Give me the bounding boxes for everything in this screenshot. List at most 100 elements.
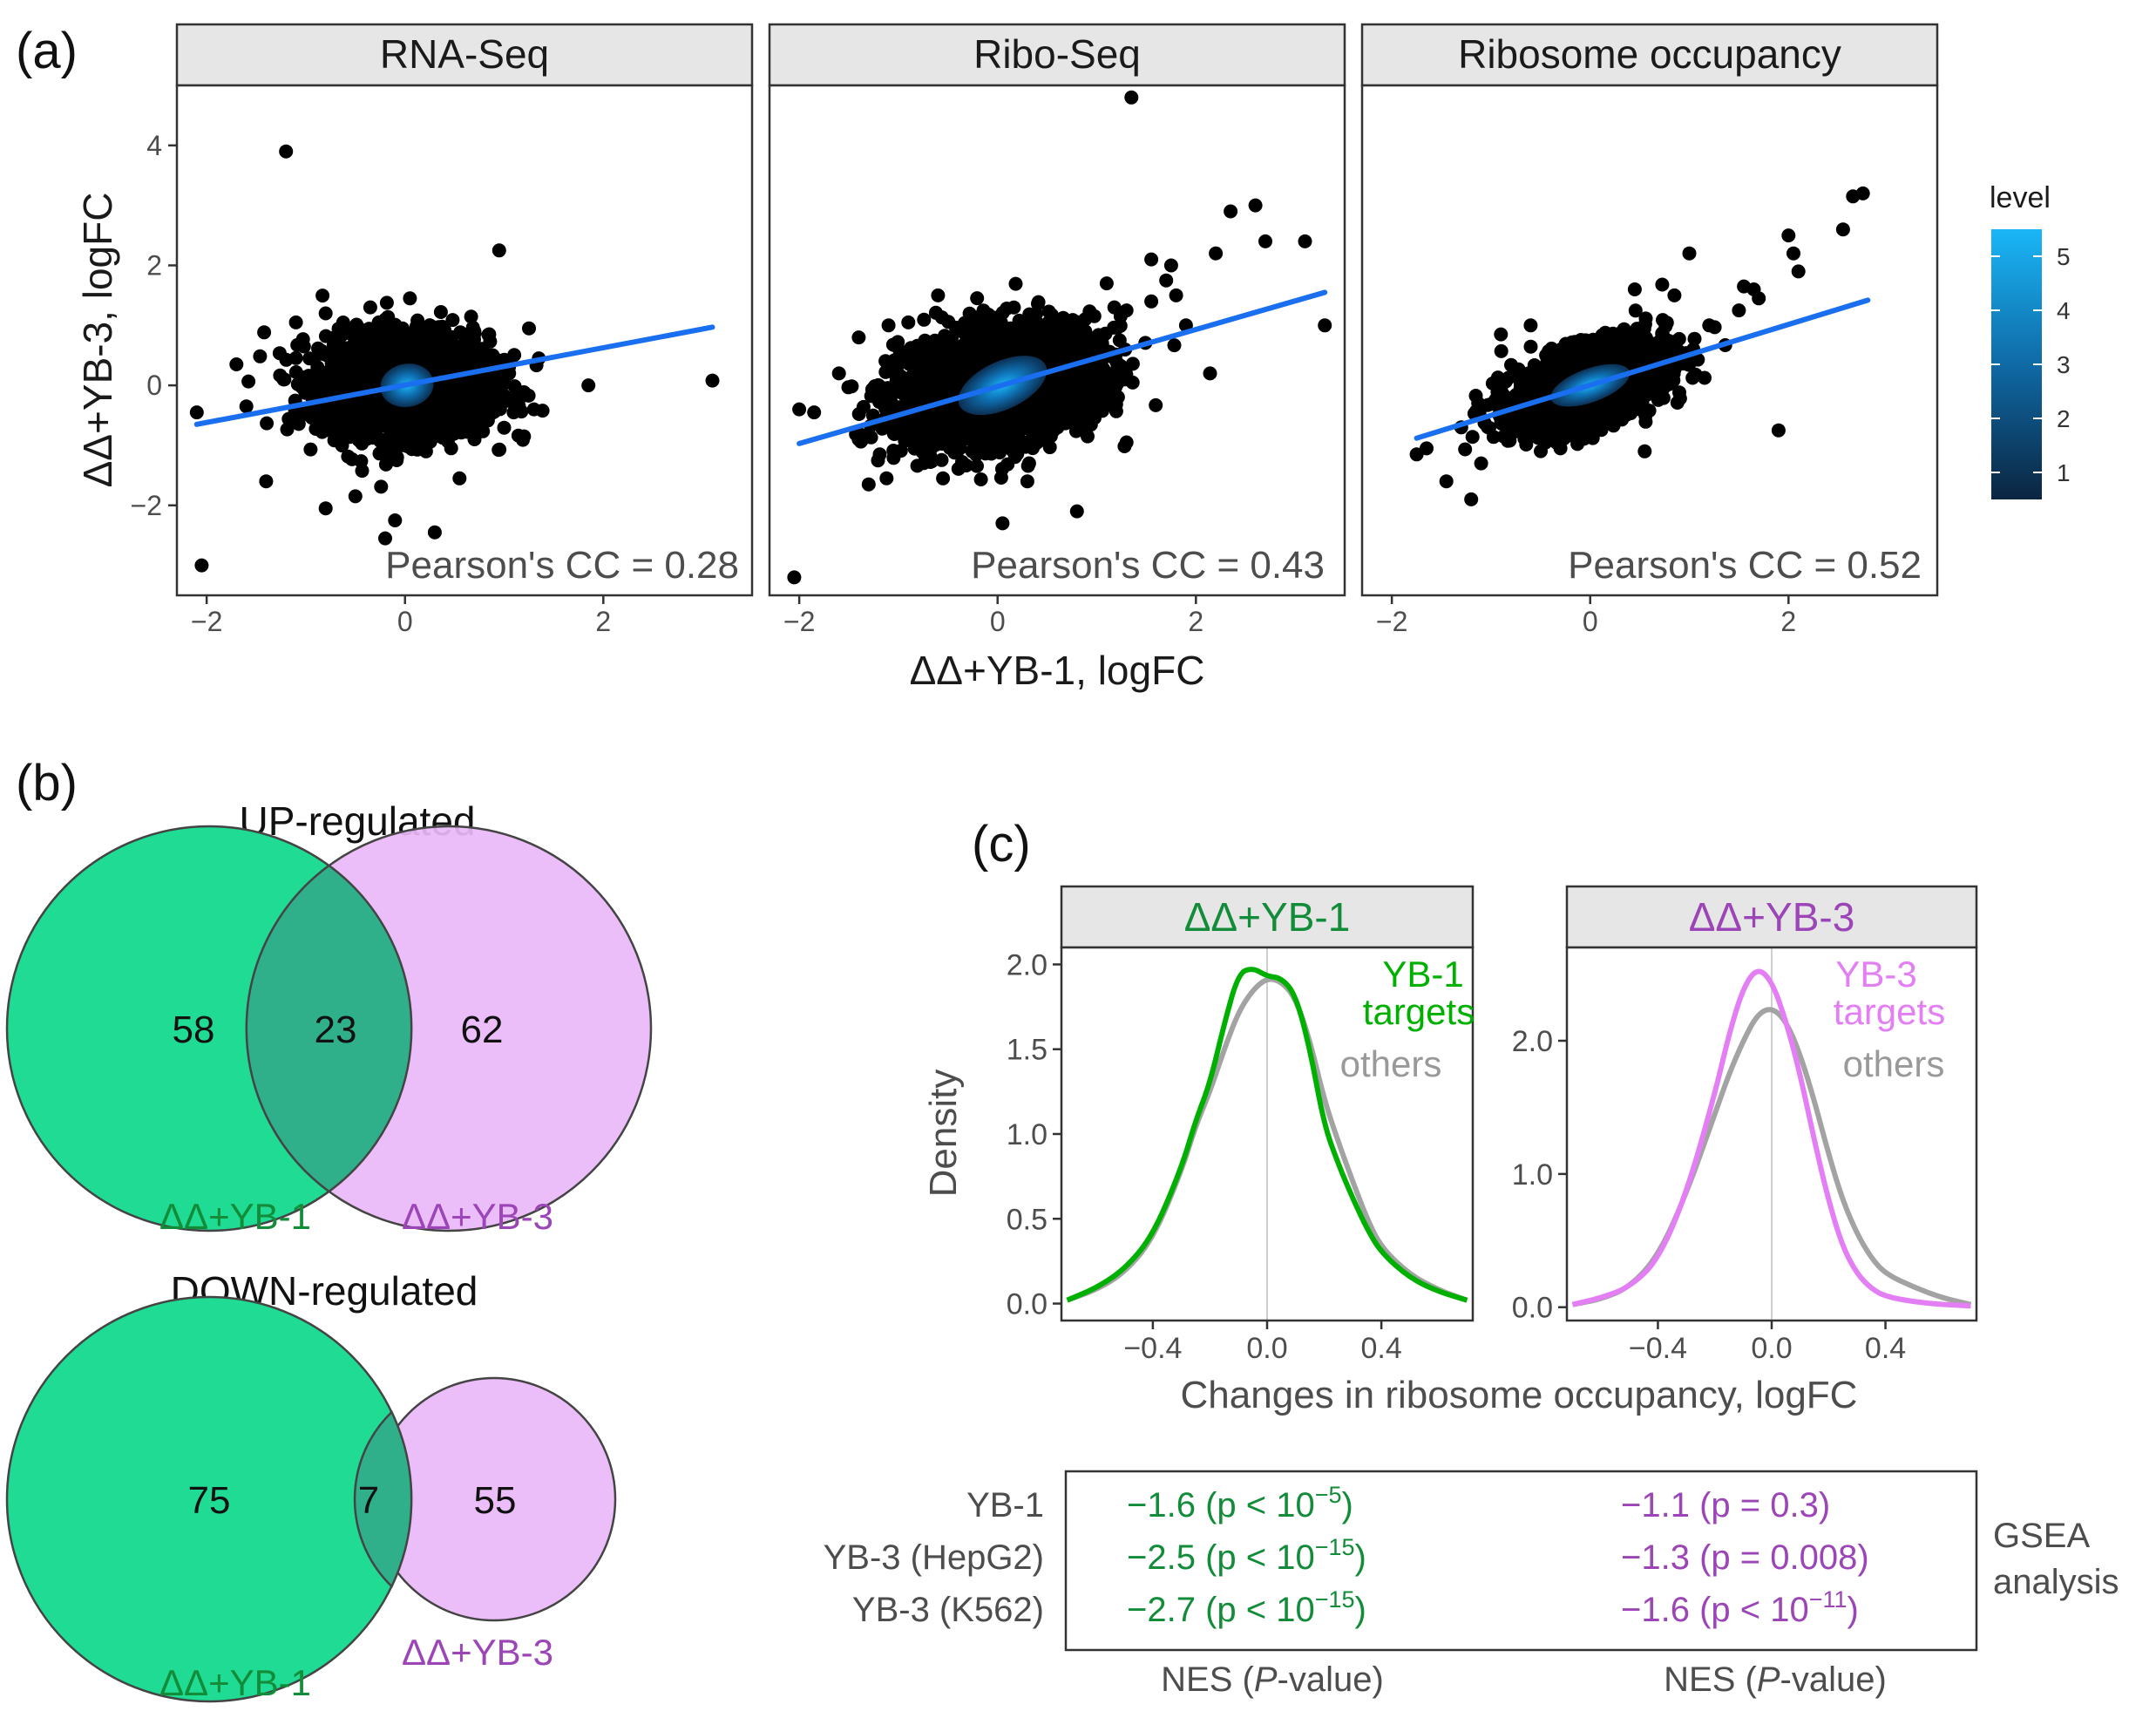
outlier-point: [881, 318, 896, 333]
outlier-point: [936, 471, 951, 486]
outlier-point: [851, 330, 866, 345]
data-point: [281, 411, 296, 426]
data-point: [1149, 397, 1163, 412]
outlier-point: [1298, 234, 1312, 248]
outlier-point: [259, 474, 274, 489]
data-point: [334, 328, 349, 343]
data-point: [993, 445, 1007, 460]
data-point: [462, 385, 476, 400]
data-point: [303, 442, 318, 457]
data-point: [349, 317, 364, 332]
data-point: [501, 393, 516, 408]
data-point: [273, 368, 288, 383]
outlier-point: [861, 477, 876, 492]
panel-a: (a) RNA-Seq Pearson's CC = 0.28 Ribo-Seq…: [16, 23, 2071, 693]
outlier-point: [348, 489, 363, 504]
data-point: [357, 424, 372, 438]
data-point: [475, 390, 490, 405]
data-point: [1104, 381, 1119, 396]
outlier-point: [403, 291, 417, 306]
data-point: [980, 350, 994, 365]
data-point: [335, 438, 349, 453]
data-point: [973, 324, 988, 339]
data-point: [288, 350, 303, 365]
data-point: [314, 419, 329, 434]
outlier-point: [1119, 303, 1134, 318]
outlier-point: [288, 315, 303, 329]
data-point: [1043, 332, 1058, 347]
data-point: [885, 337, 900, 352]
data-point: [899, 373, 914, 388]
fit-line-group: [193, 324, 715, 427]
outlier-point: [1144, 294, 1159, 309]
outlier-point: [831, 366, 846, 381]
data-point: [464, 309, 478, 324]
data-point: [1055, 389, 1070, 404]
data-point: [1031, 295, 1046, 309]
data-point: [447, 379, 461, 394]
outlier-point: [705, 373, 720, 388]
outlier-point: [851, 432, 866, 447]
outlier-point: [517, 429, 532, 444]
data-point: [942, 379, 957, 394]
facet-rna-seq: RNA-Seq Pearson's CC = 0.28: [175, 23, 754, 597]
outlier-point: [1163, 258, 1178, 273]
data-point: [1203, 366, 1217, 381]
data-point: [976, 303, 991, 318]
outlier-point: [526, 402, 541, 417]
data-point: [363, 406, 377, 421]
facet-ribo-seq: Ribo-Seq Pearson's CC = 0.43: [768, 23, 1346, 597]
data-point: [387, 419, 402, 434]
data-point: [469, 420, 484, 435]
data-point: [1125, 357, 1140, 371]
facet-strip: [175, 23, 754, 87]
data-point: [456, 414, 471, 429]
data-point: [372, 320, 387, 335]
data-point: [879, 471, 894, 486]
data-point: [1007, 327, 1021, 342]
data-point: [1042, 440, 1057, 455]
outlier-point: [1144, 252, 1159, 267]
facet-ribosome-occupancy: Ribosome occupancy Pearson's CC = 0.52: [1360, 23, 1939, 597]
outlier-point: [1248, 198, 1263, 213]
pearson-annotation: Pearson's CC = 0.43: [971, 544, 1325, 587]
data-point: [922, 351, 937, 366]
outlier-point: [279, 144, 294, 159]
data-point: [453, 325, 468, 340]
data-point: [315, 375, 329, 390]
data-point: [910, 458, 925, 473]
data-point: [1011, 407, 1026, 422]
data-point: [296, 339, 311, 354]
outlier-point: [467, 324, 482, 339]
data-point: [378, 457, 393, 472]
data-point: [1082, 304, 1097, 319]
data-point: [928, 385, 943, 400]
outlier-point: [318, 306, 333, 321]
data-point: [942, 416, 957, 431]
data-point: [295, 370, 310, 384]
data-point: [421, 431, 436, 445]
data-point: [887, 353, 902, 368]
data-point: [924, 454, 939, 469]
panel-label-a: (a): [16, 23, 78, 79]
outlier-point: [1224, 204, 1238, 219]
data-point: [310, 360, 325, 375]
facet-title: RNA-Seq: [380, 31, 549, 77]
data-point: [978, 427, 993, 442]
data-point: [1079, 407, 1094, 422]
data-point: [1070, 366, 1085, 381]
data-point: [993, 471, 1008, 485]
data-point: [1009, 430, 1024, 445]
outlier-point: [194, 558, 209, 573]
data-point: [410, 313, 425, 328]
data-point: [497, 420, 512, 435]
data-point: [1010, 446, 1025, 461]
data-point: [485, 405, 500, 420]
data-point: [970, 445, 985, 460]
outlier-point: [1099, 276, 1114, 291]
data-point: [841, 380, 856, 395]
outlier-point: [1020, 474, 1034, 489]
data-point: [315, 289, 330, 303]
outlier-point: [931, 288, 946, 302]
